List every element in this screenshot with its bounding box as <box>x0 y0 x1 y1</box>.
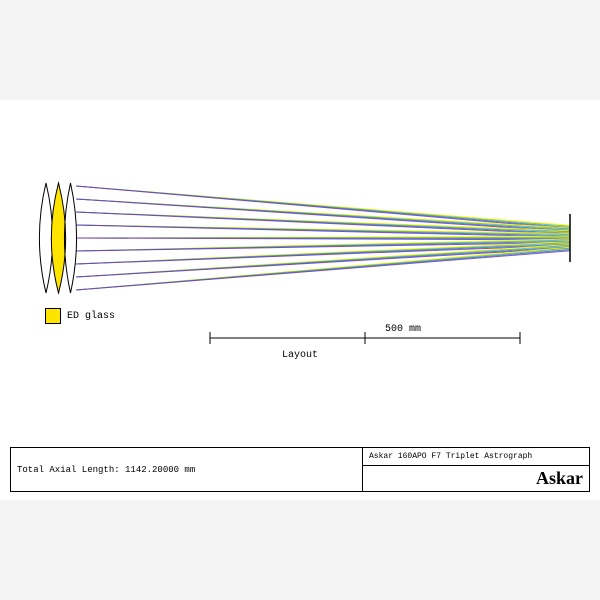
optical-layout-svg <box>10 108 590 368</box>
letterbox-bottom <box>0 500 600 600</box>
brand-text: Askar <box>536 468 583 489</box>
letterbox-top <box>0 0 600 100</box>
legend: ED glass <box>45 308 115 324</box>
axial-length-text: Total Axial Length: 1142.20000 mm <box>17 465 195 475</box>
product-name-cell: Askar 160APO F7 Triplet Astrograph <box>363 448 589 466</box>
layout-label: Layout <box>0 350 600 361</box>
scale-bar-label: 500 mm <box>385 324 421 335</box>
brand-cell: Askar <box>363 466 589 491</box>
axial-length-cell: Total Axial Length: 1142.20000 mm <box>11 448 363 491</box>
legend-swatch <box>45 308 61 324</box>
legend-text: ED glass <box>67 311 115 322</box>
diagram-panel: ED glass 500 mm Layout Total Axial Lengt… <box>0 100 600 500</box>
info-table: Total Axial Length: 1142.20000 mm Askar … <box>10 447 590 492</box>
product-name-text: Askar 160APO F7 Triplet Astrograph <box>369 452 532 461</box>
